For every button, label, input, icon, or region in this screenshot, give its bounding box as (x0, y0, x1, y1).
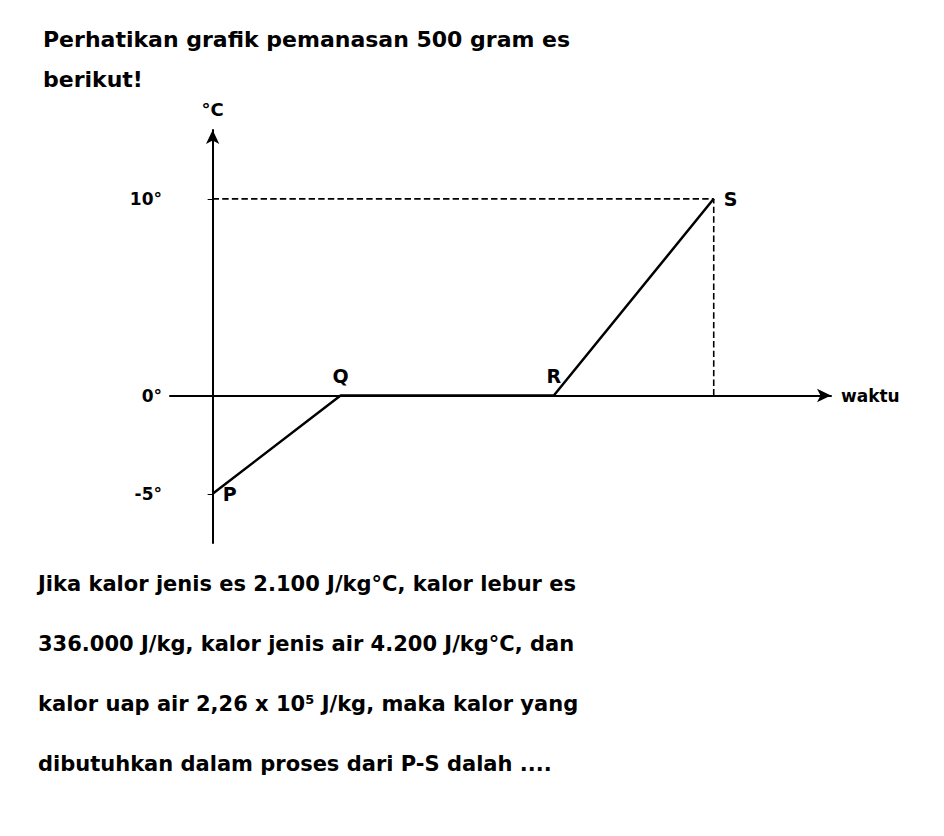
svg-text:Perhatikan grafik pemanasan 50: Perhatikan grafik pemanasan 500 gram es (43, 27, 570, 52)
svg-text:0°: 0° (142, 386, 162, 406)
svg-text:dibutuhkan dalam proses dari P: dibutuhkan dalam proses dari P-S dalah .… (38, 752, 552, 776)
svg-text:336.000 J/kg, kalor jenis air: 336.000 J/kg, kalor jenis air 4.200 J/kg… (38, 632, 574, 656)
svg-text:kalor uap air 2,26 x 10⁵ J/kg,: kalor uap air 2,26 x 10⁵ J/kg, maka kalo… (38, 692, 578, 716)
svg-text:Jika kalor jenis es 2.100 J/kg: Jika kalor jenis es 2.100 J/kg°C, kalor … (36, 572, 576, 596)
svg-text:waktu: waktu (841, 386, 900, 406)
svg-text:berikut!: berikut! (43, 67, 143, 92)
svg-text:10°: 10° (130, 189, 162, 209)
svg-text:°C: °C (202, 99, 224, 120)
svg-text:-5°: -5° (135, 484, 162, 504)
svg-text:S: S (724, 188, 738, 210)
svg-text:Q: Q (333, 365, 349, 387)
svg-text:R: R (546, 365, 561, 387)
svg-text:P: P (223, 483, 237, 505)
